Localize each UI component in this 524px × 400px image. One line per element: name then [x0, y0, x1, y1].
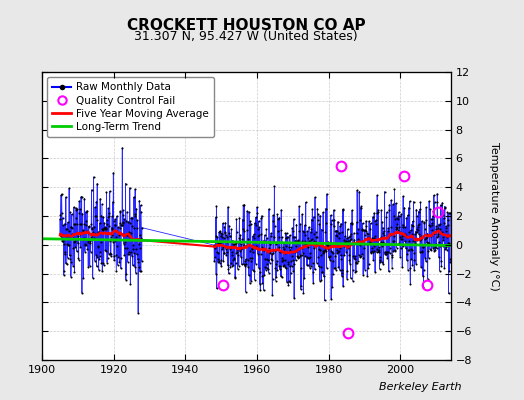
Text: 31.307 N, 95.427 W (United States): 31.307 N, 95.427 W (United States): [135, 30, 358, 43]
Text: Berkeley Earth: Berkeley Earth: [379, 382, 461, 392]
Legend: Raw Monthly Data, Quality Control Fail, Five Year Moving Average, Long-Term Tren: Raw Monthly Data, Quality Control Fail, …: [47, 77, 214, 137]
Text: CROCKETT HOUSTON CO AP: CROCKETT HOUSTON CO AP: [127, 18, 366, 33]
Y-axis label: Temperature Anomaly (°C): Temperature Anomaly (°C): [489, 142, 499, 290]
